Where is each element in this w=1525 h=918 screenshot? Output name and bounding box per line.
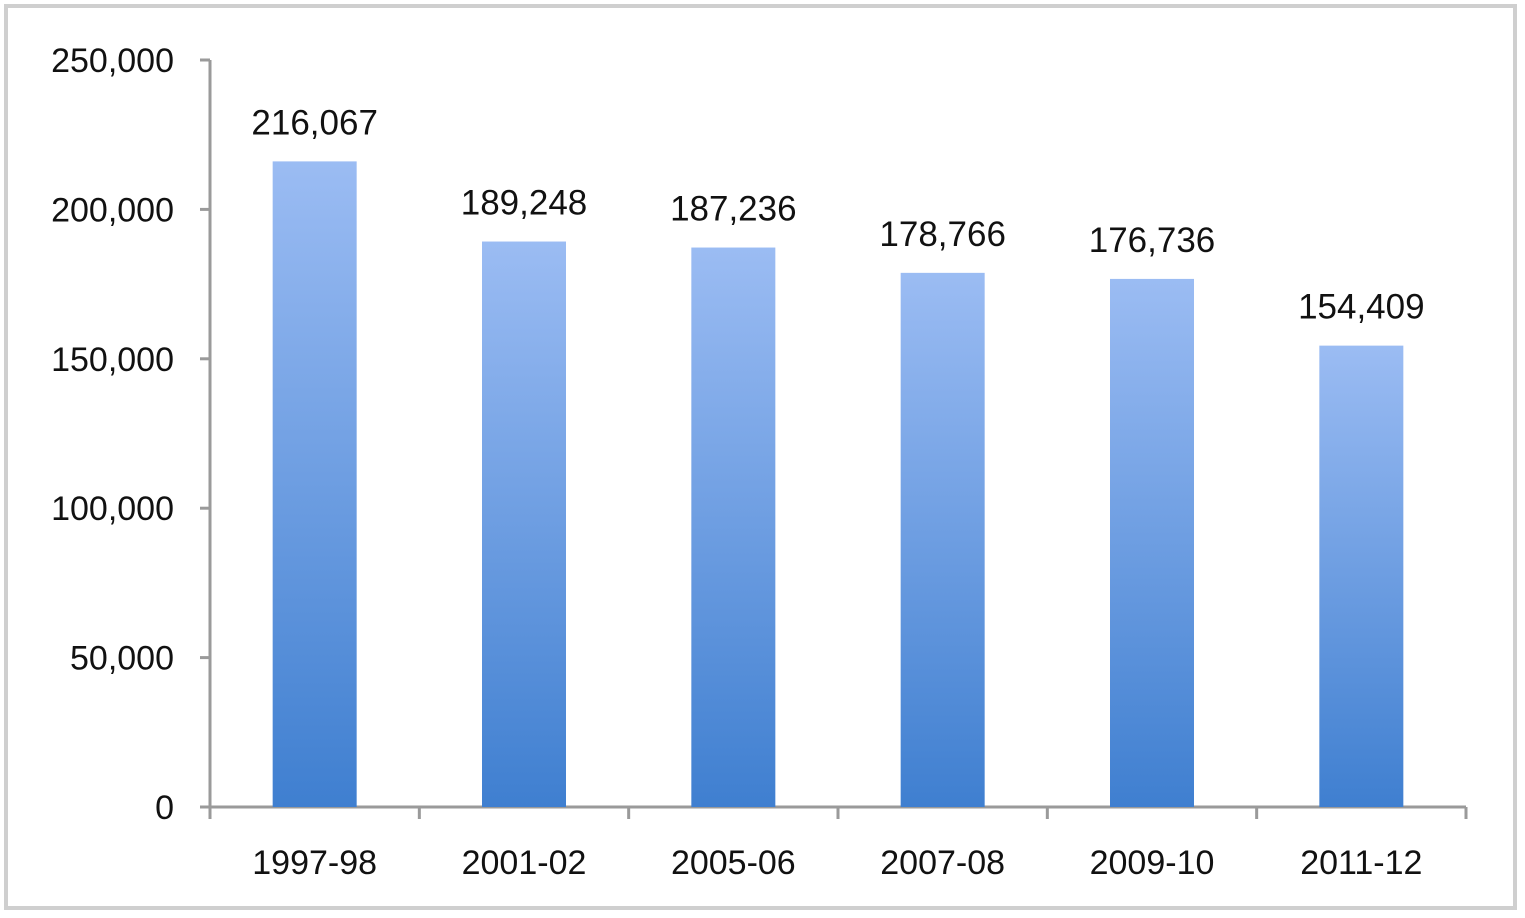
labels: 216,067 1997-98 189,248 2001-02 187,236 2005-… — [251, 103, 1424, 882]
data-label: 176,736 — [1089, 221, 1216, 260]
data-label: 216,067 — [251, 103, 378, 142]
y-tick-label: 100,000 — [51, 490, 174, 528]
bars — [272, 161, 1404, 808]
data-label: 178,766 — [879, 215, 1006, 254]
axes: 0 50,000 100,000 150,000 200,000 250,000 — [51, 42, 1468, 827]
data-label: 189,248 — [461, 184, 588, 223]
y-tick-label: 50,000 — [70, 640, 174, 678]
y-tick-label: 0 — [155, 789, 174, 827]
x-category-label: 2009-10 — [1090, 844, 1215, 882]
y-tick-label: 250,000 — [51, 42, 174, 80]
data-label: 154,409 — [1298, 288, 1425, 327]
bar — [691, 247, 776, 808]
y-tick-label: 150,000 — [51, 341, 174, 379]
data-label: 187,236 — [670, 190, 797, 229]
bar — [482, 241, 566, 807]
bar — [900, 272, 985, 808]
x-category-label: 2005-06 — [671, 844, 796, 882]
bar — [272, 161, 357, 808]
x-category-label: 2007-08 — [880, 844, 1005, 882]
bar — [1110, 278, 1194, 807]
x-category-label: 2011-12 — [1300, 844, 1422, 882]
y-tick-label: 200,000 — [51, 191, 174, 229]
x-category-label: 1997-98 — [252, 844, 377, 882]
x-category-label: 2001-02 — [462, 844, 587, 882]
bar — [1319, 345, 1404, 807]
